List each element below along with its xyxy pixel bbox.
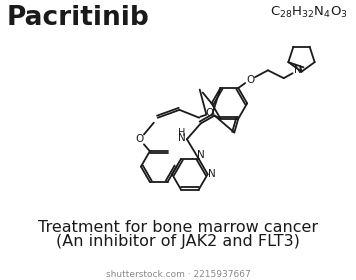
Text: O: O — [246, 75, 254, 85]
Text: N: N — [294, 65, 302, 75]
Text: H: H — [178, 128, 185, 138]
Text: C$_{28}$H$_{32}$N$_4$O$_3$: C$_{28}$H$_{32}$N$_4$O$_3$ — [270, 5, 348, 20]
Text: (An inhibitor of JAK2 and FLT3): (An inhibitor of JAK2 and FLT3) — [56, 234, 300, 249]
Text: Treatment for bone marrow cancer: Treatment for bone marrow cancer — [38, 220, 318, 235]
Text: N: N — [208, 169, 215, 179]
Text: O: O — [205, 108, 213, 118]
Text: shutterstock.com · 2215937667: shutterstock.com · 2215937667 — [106, 270, 250, 279]
Text: Pacritinib: Pacritinib — [7, 5, 150, 31]
Text: N: N — [178, 133, 186, 143]
Text: N: N — [197, 150, 205, 160]
Text: O: O — [136, 134, 144, 144]
